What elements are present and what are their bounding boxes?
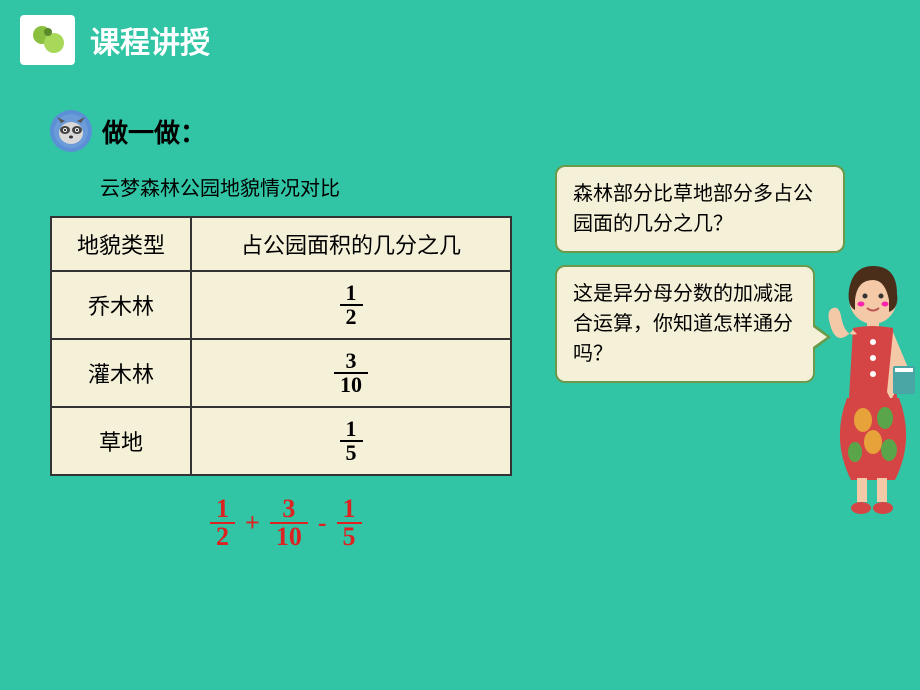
section-header: 做一做： bbox=[50, 110, 920, 152]
teacher-icon bbox=[815, 260, 920, 520]
section-title: 做一做： bbox=[102, 113, 206, 150]
row-label: 草地 bbox=[51, 407, 191, 475]
col-header-fraction: 占公园面积的几分之几 bbox=[191, 217, 511, 271]
logo-icon bbox=[20, 15, 75, 65]
eq-term: 1 5 bbox=[337, 496, 362, 550]
question-bubble-1: 森林部分比草地部分多占公园面的几分之几？ bbox=[555, 165, 845, 253]
row-fraction: 3 10 bbox=[191, 339, 511, 407]
eq-op: + bbox=[245, 508, 260, 538]
fraction: 1 5 bbox=[340, 418, 363, 464]
header: 课程讲授 bbox=[0, 0, 920, 80]
row-label: 灌木林 bbox=[51, 339, 191, 407]
fraction: 1 2 bbox=[340, 282, 363, 328]
table-row: 乔木林 1 2 bbox=[51, 271, 511, 339]
equation: 1 2 + 3 10 - 1 5 bbox=[210, 496, 920, 550]
row-fraction: 1 5 bbox=[191, 407, 511, 475]
row-label: 乔木林 bbox=[51, 271, 191, 339]
table-row: 灌木林 3 10 bbox=[51, 339, 511, 407]
table-row: 草地 1 5 bbox=[51, 407, 511, 475]
eq-op: - bbox=[318, 508, 327, 538]
question-bubble-2: 这是异分母分数的加减混合运算，你知道怎样通分吗？ bbox=[555, 265, 815, 383]
row-fraction: 1 2 bbox=[191, 271, 511, 339]
raccoon-icon bbox=[50, 110, 92, 152]
landform-table: 地貌类型 占公园面积的几分之几 乔木林 1 2 灌木林 3 10 草地 1 5 bbox=[50, 216, 512, 476]
col-header-type: 地貌类型 bbox=[51, 217, 191, 271]
fraction: 3 10 bbox=[334, 350, 368, 396]
eq-term: 1 2 bbox=[210, 496, 235, 550]
page-title: 课程讲授 bbox=[90, 18, 210, 62]
table-header-row: 地貌类型 占公园面积的几分之几 bbox=[51, 217, 511, 271]
eq-term: 3 10 bbox=[270, 496, 308, 550]
